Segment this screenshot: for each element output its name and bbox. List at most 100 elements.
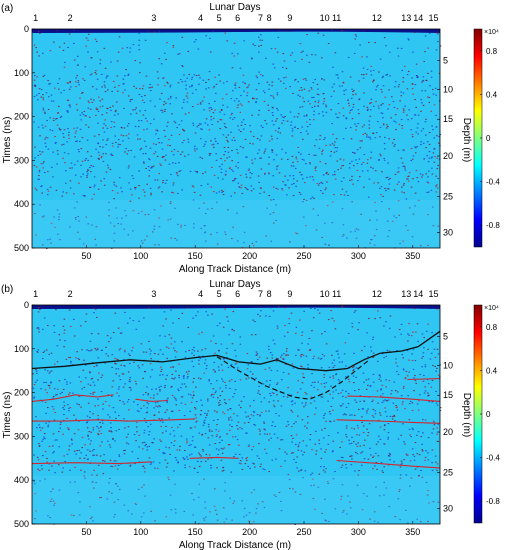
x-tick-label: 250	[296, 251, 311, 261]
x-tick-label: 350	[405, 251, 420, 261]
lunar-day-label: 15	[428, 13, 438, 23]
lunar-day-label: 3	[151, 289, 156, 299]
lunar-day-label: 10	[320, 289, 330, 299]
panel-label: (b)	[1, 284, 13, 295]
reflector-line	[347, 395, 441, 402]
lunar-day-label: 2	[68, 13, 73, 23]
depth-tick-label: 25	[443, 191, 453, 201]
depth-axis-label: Depth (m)	[461, 393, 472, 437]
depth-axis-ticks: 5 10 15 20 25 30	[437, 332, 453, 514]
depth-tick-label: 5	[443, 332, 448, 342]
colorbar-tick-label: 0.8	[486, 323, 498, 332]
lunar-day-label: 4	[198, 13, 203, 23]
x-axis-label: Along Track Distance (m)	[179, 540, 291, 550]
y-tick-label: 400	[14, 475, 29, 485]
depth-tick-label: 10	[443, 360, 453, 370]
reflector-line	[336, 459, 441, 469]
y-tick-label: 100	[14, 344, 29, 354]
reflector-line	[31, 461, 152, 465]
lunar-day-label: 9	[287, 13, 292, 23]
colorbar: ×10⁴ 0.8 0.4 0 -0.4 -0.8	[473, 28, 500, 248]
colorbar-tick-label: 0.4	[486, 366, 498, 375]
reflector-line	[336, 419, 441, 424]
colorbar-tick-label: 0	[486, 410, 491, 419]
depth-axis-label: Depth (m)	[461, 118, 472, 162]
depth-tick-label: 30	[443, 504, 453, 514]
lunar-day-label: 3	[151, 13, 156, 23]
x-tick-label: 250	[296, 527, 311, 537]
x-tick-label: 150	[188, 527, 203, 537]
y-tick-label: 400	[14, 199, 29, 209]
y-tick-label: 0	[24, 300, 29, 310]
lunar-day-label: 10	[320, 13, 330, 23]
x-tick-label: 100	[133, 251, 148, 261]
lunar-day-label: 11	[332, 289, 341, 299]
colorbar-tick-label: -0.8	[486, 497, 500, 506]
lunar-day-label: 6	[235, 13, 240, 23]
depth-tick-label: 25	[443, 467, 453, 477]
lunar-day-label: 2	[68, 289, 73, 299]
lunar-day-label: 7	[258, 13, 263, 23]
colorbar-tick-label: -0.4	[486, 178, 500, 187]
lunar-day-label: 14	[413, 13, 423, 23]
depth-tick-label: 15	[443, 114, 453, 124]
lunar-day-label: 5	[217, 289, 222, 299]
depth-tick-label: 20	[443, 151, 453, 161]
x-tick-label: 300	[351, 251, 366, 261]
lunar-day-label: 13	[401, 13, 411, 23]
reflector-line	[135, 398, 169, 402]
x-tick-label: 100	[133, 527, 148, 537]
lunar-day-label: 1	[33, 13, 38, 23]
lunar-day-label: 7	[258, 289, 263, 299]
x-tick-label: 350	[405, 527, 420, 537]
top-axis-title: Lunar Days	[209, 2, 260, 13]
panel-a: (a) Lunar Days 1 2 3 4 5 6 7 8 9 10 11 12 13 14 15 50 1…	[1, 2, 500, 275]
y-axis-label: Times (ns)	[2, 117, 13, 164]
x-tick-label: 150	[188, 251, 203, 261]
y-axis-ticks: 0 100 200 300 400 500	[14, 300, 35, 529]
depth-tick-label: 15	[443, 390, 453, 400]
y-tick-label: 0	[24, 24, 29, 34]
y-tick-label: 500	[14, 519, 29, 529]
colorbar-tick-label: 0	[486, 134, 491, 143]
radargram-plot	[31, 304, 442, 525]
y-tick-label: 500	[14, 243, 29, 253]
depth-tick-label: 5	[443, 56, 448, 66]
x-tick-label: 50	[81, 251, 91, 261]
top-axis-title: Lunar Days	[209, 279, 260, 290]
y-tick-label: 300	[14, 431, 29, 441]
lunar-day-label: 4	[198, 289, 203, 299]
lunar-day-label: 13	[401, 289, 411, 299]
depth-tick-label: 10	[443, 84, 453, 94]
x-axis-ticks: 50 100 150 200 250 300 350	[81, 245, 420, 261]
x-tick-label: 300	[351, 527, 366, 537]
lunar-day-label: 11	[332, 13, 341, 23]
x-tick-label: 200	[242, 251, 257, 261]
reflector-line	[189, 456, 239, 459]
colorbar-tick-label: -0.8	[486, 221, 500, 230]
y-tick-label: 200	[14, 112, 29, 122]
lunar-day-label: 1	[33, 289, 38, 299]
lunar-day-label: 12	[372, 289, 382, 299]
lunar-day-label: 6	[235, 289, 240, 299]
x-tick-label: 50	[81, 527, 91, 537]
colorbar-tick-label: -0.4	[486, 454, 500, 463]
y-tick-label: 100	[14, 68, 29, 78]
reflector-line	[32, 418, 196, 422]
reflector-line	[31, 394, 114, 402]
lunar-day-label: 15	[428, 289, 438, 299]
x-axis-label: Along Track Distance (m)	[179, 264, 291, 275]
y-tick-label: 300	[14, 155, 29, 165]
reflector-line	[407, 378, 441, 381]
lunar-day-label: 14	[413, 289, 423, 299]
lunar-day-label: 5	[217, 13, 222, 23]
depth-axis-ticks: 5 10 15 20 25 30	[437, 56, 453, 238]
depth-tick-label: 20	[443, 427, 453, 437]
lunar-day-label: 8	[267, 289, 272, 299]
colorbar-tick-label: 0.4	[486, 90, 498, 99]
crater-dashed-line	[216, 356, 370, 400]
panel-b: (b) Lunar Days 1 2 3 4 5 6 7 8 9 10 11 12 13 14 15 50 1…	[1, 279, 500, 550]
lunar-day-labels: 1 2 3 4 5 6 7 8 9 10 11 12 13 14 15	[33, 13, 438, 23]
lunar-day-label: 12	[372, 13, 382, 23]
